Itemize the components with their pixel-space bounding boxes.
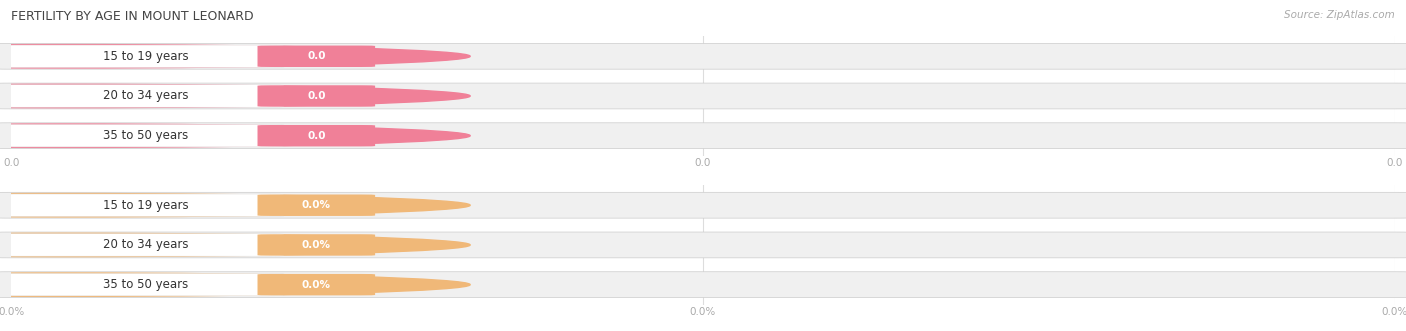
FancyBboxPatch shape: [257, 195, 375, 216]
Text: FERTILITY BY AGE IN MOUNT LEONARD: FERTILITY BY AGE IN MOUNT LEONARD: [11, 10, 254, 23]
FancyBboxPatch shape: [0, 123, 1406, 149]
Text: 0.0%: 0.0%: [302, 240, 330, 250]
Text: 20 to 34 years: 20 to 34 years: [103, 238, 188, 252]
FancyBboxPatch shape: [257, 234, 375, 256]
Circle shape: [0, 233, 470, 257]
FancyBboxPatch shape: [0, 45, 284, 68]
Text: 0.0%: 0.0%: [302, 280, 330, 290]
Text: 15 to 19 years: 15 to 19 years: [103, 50, 188, 63]
Circle shape: [0, 194, 470, 217]
FancyBboxPatch shape: [0, 85, 284, 107]
Circle shape: [0, 84, 470, 108]
FancyBboxPatch shape: [0, 43, 1406, 69]
FancyBboxPatch shape: [257, 274, 375, 295]
Text: 0.0: 0.0: [307, 131, 326, 141]
Text: 0.0: 0.0: [307, 91, 326, 101]
FancyBboxPatch shape: [0, 124, 284, 147]
FancyBboxPatch shape: [0, 192, 1406, 218]
Circle shape: [0, 273, 470, 296]
Text: 0.0: 0.0: [307, 51, 326, 61]
Text: 20 to 34 years: 20 to 34 years: [103, 89, 188, 103]
FancyBboxPatch shape: [0, 273, 284, 296]
FancyBboxPatch shape: [0, 232, 1406, 258]
Text: 35 to 50 years: 35 to 50 years: [103, 278, 188, 291]
FancyBboxPatch shape: [257, 46, 375, 67]
Circle shape: [0, 45, 470, 68]
FancyBboxPatch shape: [0, 83, 1406, 109]
Text: 15 to 19 years: 15 to 19 years: [103, 199, 188, 212]
Text: 35 to 50 years: 35 to 50 years: [103, 129, 188, 142]
Text: Source: ZipAtlas.com: Source: ZipAtlas.com: [1284, 10, 1395, 20]
FancyBboxPatch shape: [0, 272, 1406, 298]
Circle shape: [0, 124, 470, 147]
FancyBboxPatch shape: [0, 234, 284, 256]
FancyBboxPatch shape: [0, 194, 284, 216]
FancyBboxPatch shape: [257, 85, 375, 107]
Text: 0.0%: 0.0%: [302, 200, 330, 210]
FancyBboxPatch shape: [257, 125, 375, 146]
